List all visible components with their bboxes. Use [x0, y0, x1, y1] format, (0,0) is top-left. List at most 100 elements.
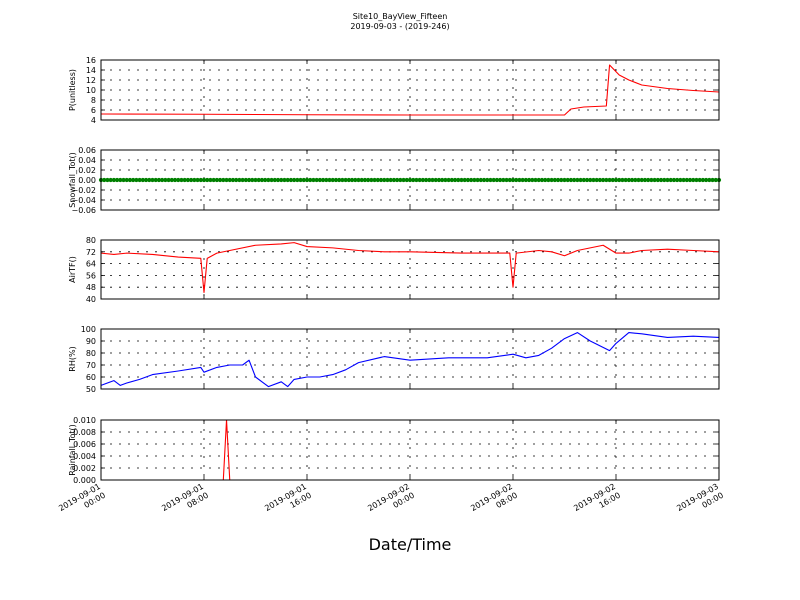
data-point [182, 177, 187, 183]
data-point [684, 177, 689, 183]
data-point [111, 177, 116, 183]
data-point [398, 177, 403, 183]
data-point [108, 177, 113, 183]
data-point [488, 177, 493, 183]
y-tick-label: 6 [91, 106, 96, 115]
data-point [256, 177, 261, 183]
data-point [346, 177, 351, 183]
data-point [575, 177, 580, 183]
data-point [607, 177, 612, 183]
data-point [404, 177, 409, 183]
data-point [704, 177, 709, 183]
data-point [417, 177, 422, 183]
data-point [629, 177, 635, 183]
data-point [646, 177, 651, 183]
data-point [478, 177, 483, 183]
data-point [523, 177, 528, 183]
data-point [298, 177, 303, 183]
data-point [588, 177, 593, 183]
data-point [469, 177, 474, 183]
data-point [333, 177, 339, 183]
data-point [208, 177, 213, 183]
data-point [176, 177, 181, 183]
data-point [369, 177, 374, 183]
data-point [230, 177, 236, 183]
data-point [452, 177, 458, 183]
data-point [568, 177, 574, 183]
data-point [134, 177, 139, 183]
y-tick-label: 8 [91, 96, 96, 105]
x-tick-label: 2019-09-0300:00 [675, 482, 725, 522]
data-point [465, 177, 471, 183]
data-point [275, 177, 281, 183]
data-point [192, 177, 197, 183]
data-point [601, 177, 606, 183]
data-point [317, 177, 322, 183]
data-point [166, 177, 171, 183]
y-tick-label: 40 [86, 295, 96, 304]
data-point [227, 177, 232, 183]
data-point [658, 177, 664, 183]
data-point [449, 177, 454, 183]
x-tick-label: 2019-09-0108:00 [160, 482, 210, 522]
data-point [150, 177, 155, 183]
series-line-1 [100, 332, 720, 388]
data-point [697, 177, 702, 183]
data-point [185, 177, 191, 183]
data-point [549, 177, 554, 183]
y-axis-label: AirTF() [68, 256, 77, 283]
data-point [234, 177, 239, 183]
data-point [565, 177, 570, 183]
data-point [459, 177, 464, 183]
y-tick-label: 12 [86, 76, 96, 85]
data-point [427, 177, 432, 183]
data-point [671, 177, 677, 183]
data-point [378, 177, 384, 183]
x-axis-label: Date/Time [369, 535, 452, 554]
data-point [340, 177, 345, 183]
data-point [118, 177, 123, 183]
y-tick-label: 0.002 [73, 464, 96, 473]
series-line-1 [100, 242, 720, 293]
x-tick-label: 2019-09-0200:00 [366, 482, 416, 522]
data-point [610, 177, 615, 183]
data-point [301, 177, 306, 183]
series-line-1 [100, 64, 720, 116]
data-point [514, 177, 519, 183]
figure-title: Site10_BayView_Fifteen [353, 12, 448, 21]
data-point [440, 177, 445, 183]
y-tick-label: −0.02 [71, 186, 96, 195]
y-axis-label: RH(%) [68, 346, 77, 371]
data-point [581, 177, 586, 183]
data-point [507, 177, 512, 183]
data-point [140, 177, 145, 183]
y-tick-label: 0.010 [73, 416, 96, 425]
data-point [710, 177, 715, 183]
data-point [665, 177, 670, 183]
data-point [694, 177, 699, 183]
data-point [475, 177, 480, 183]
data-point [327, 177, 332, 183]
data-point [246, 177, 252, 183]
data-point [366, 177, 371, 183]
y-tick-label: 14 [86, 66, 96, 75]
data-point [617, 177, 622, 183]
data-point [649, 177, 654, 183]
y-tick-label: 70 [86, 361, 96, 370]
data-point [543, 177, 548, 183]
data-point [436, 177, 442, 183]
y-tick-label: 72 [86, 248, 96, 257]
data-point [324, 177, 329, 183]
data-point [456, 177, 461, 183]
data-point [430, 177, 435, 183]
data-point [127, 177, 133, 183]
y-tick-label: 0.004 [73, 452, 96, 461]
y-tick-label: 10 [86, 86, 96, 95]
data-point [546, 177, 551, 183]
data-point [517, 177, 522, 183]
y-tick-label: 16 [86, 56, 96, 65]
data-point [584, 177, 590, 183]
data-point [349, 177, 355, 183]
data-point [288, 177, 294, 183]
data-point [491, 177, 496, 183]
